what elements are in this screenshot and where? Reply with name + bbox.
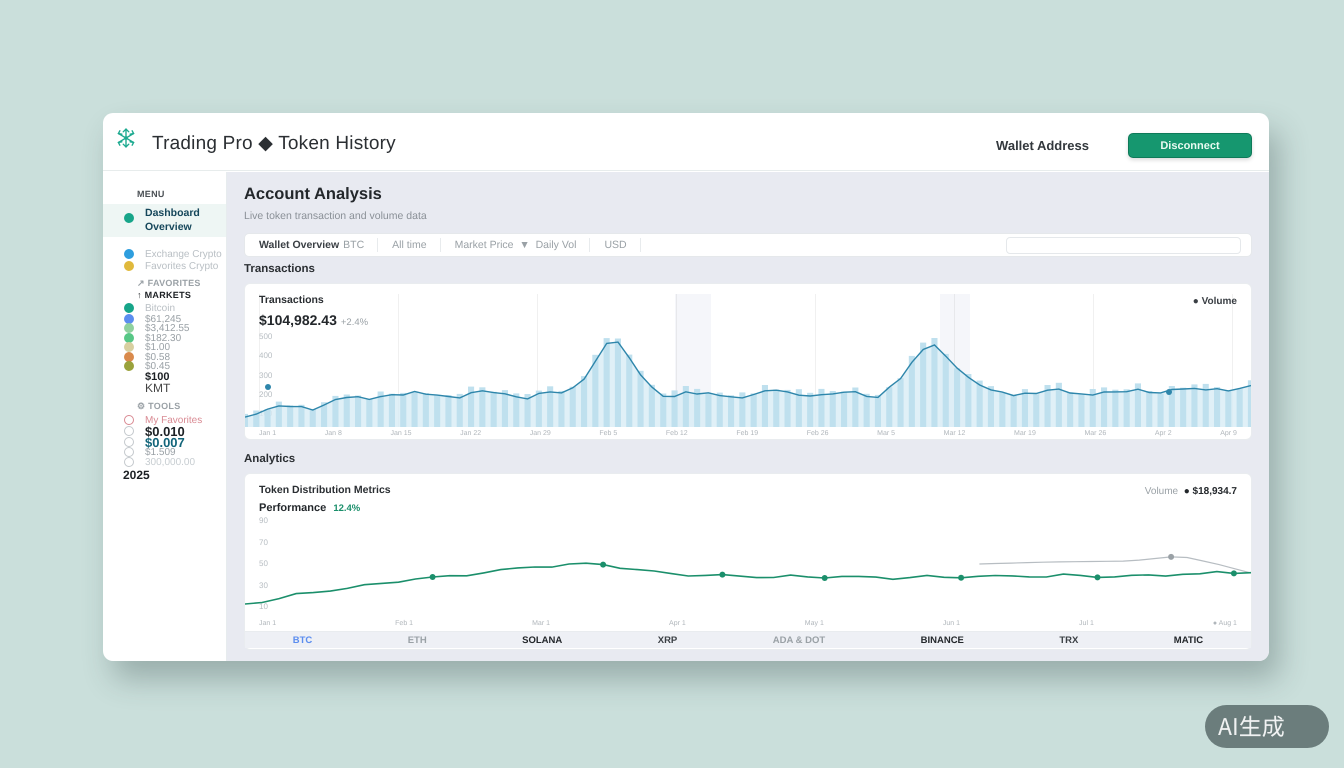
- svg-text:AI生成: AI生成: [1218, 712, 1285, 742]
